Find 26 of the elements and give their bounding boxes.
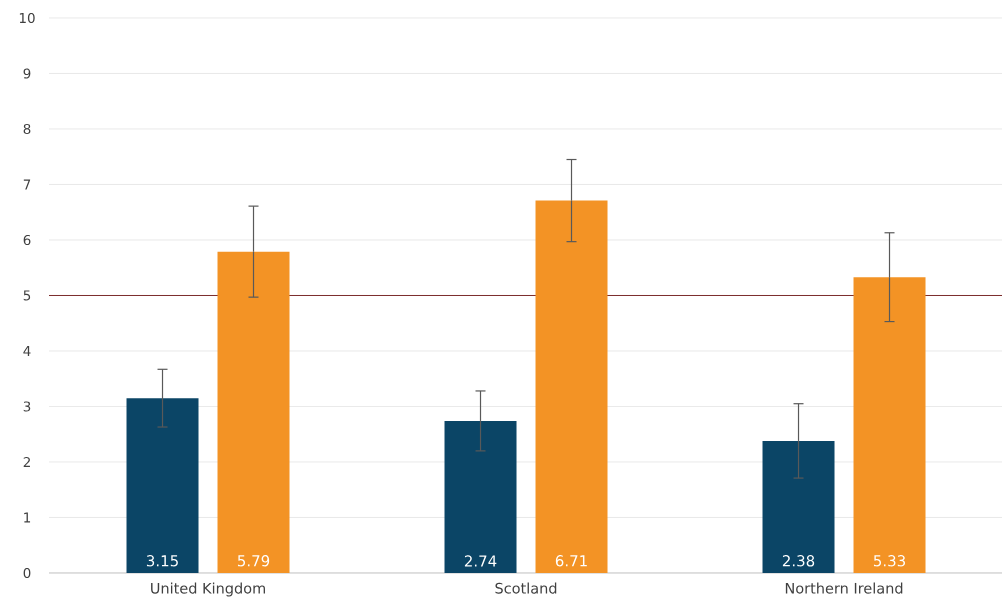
data-label: 5.79: [237, 555, 270, 567]
x-tick-label: United Kingdom: [151, 582, 265, 597]
y-tick-label: 9: [23, 68, 31, 79]
data-label: 5.33: [873, 555, 906, 567]
y-tick-label: 7: [23, 179, 31, 190]
y-tick-label: 5: [23, 290, 31, 301]
bar: [762, 440, 835, 573]
bar: [535, 200, 608, 573]
y-tick-label: 4: [23, 346, 31, 356]
y-tick-label: 1: [24, 512, 31, 523]
x-tick-label: Scotland: [495, 582, 557, 594]
y-tick-label: 8: [23, 123, 31, 135]
y-tick-label: 6: [23, 234, 31, 246]
y-tick-label: 10: [19, 12, 35, 24]
y-tick-label: 3: [23, 401, 31, 412]
y-tick-label: 0: [23, 567, 31, 579]
data-label: 2.38: [782, 555, 815, 567]
bar: [126, 398, 199, 573]
bar: [444, 420, 517, 573]
data-label: 6.71: [555, 555, 587, 567]
bar: [217, 251, 290, 573]
data-label: 2.74: [464, 555, 497, 567]
data-label: 3.15: [146, 555, 178, 567]
y-tick-label: 2: [23, 456, 30, 467]
bar: [853, 277, 926, 573]
x-tick-label: Northern Ireland: [785, 582, 903, 594]
